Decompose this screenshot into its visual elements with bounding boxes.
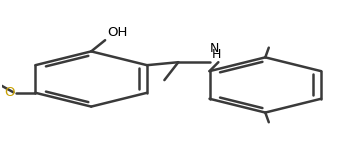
Text: O: O: [4, 86, 14, 99]
Text: OH: OH: [107, 26, 127, 39]
Text: N: N: [210, 42, 219, 55]
Text: H: H: [212, 48, 221, 61]
